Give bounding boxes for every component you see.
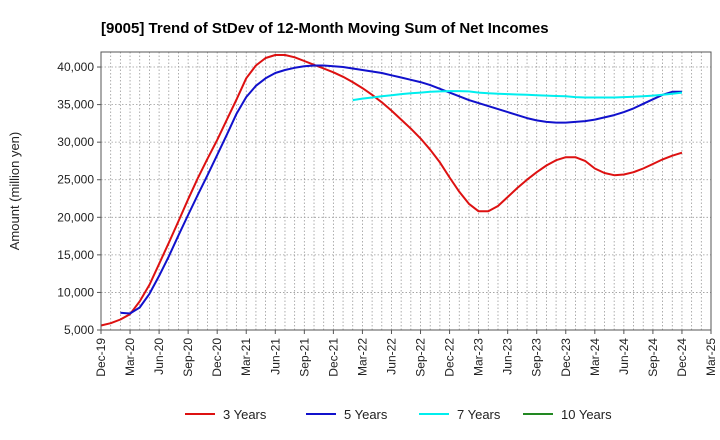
x-tick-label: Dec-22 [443,338,457,377]
legend-label: 3 Years [223,407,267,422]
x-tick-label: Jun-20 [152,338,166,375]
legend-label: 5 Years [344,407,388,422]
y-tick-label: 25,000 [57,173,94,187]
y-tick-label: 20,000 [57,210,94,224]
x-tick-label: Sep-22 [414,338,428,377]
x-tick-label: Dec-24 [675,338,689,377]
x-tick-label: Sep-20 [181,338,195,377]
grid [101,52,711,330]
x-tick-label: Dec-20 [210,338,224,377]
y-tick-label: 10,000 [57,285,94,299]
x-tick-label: Dec-19 [94,338,108,377]
y-tick-label: 15,000 [57,248,94,262]
series-line-2 [352,90,683,102]
chart-title: [9005] Trend of StDev of 12-Month Moving… [101,20,549,37]
x-tick-label: Jun-21 [268,338,282,375]
x-tick-label: Mar-25 [704,338,718,376]
y-axis: 5,000 10,000 15,000 20,000 25,000 30,000 35,00… [57,60,101,337]
y-tick-label: 35,000 [57,98,94,112]
legend-label: 10 Years [561,407,612,422]
series-line-1 [120,64,682,315]
y-tick-label: 40,000 [57,60,94,74]
x-tick-label: Jun-24 [617,338,631,375]
x-tick-label: Dec-23 [559,338,573,377]
legend-label: 7 Years [457,407,501,422]
plot-frame [100,51,712,331]
x-tick-label: Mar-24 [588,338,602,376]
y-axis-label: Amount (million yen) [7,132,22,251]
x-tick-label: Jun-22 [384,338,398,375]
legend: 3 Years 5 Years 7 Years 10 Years [185,407,612,422]
x-tick-label: Mar-20 [123,338,137,376]
series-line-0 [100,54,683,327]
x-tick-label: Mar-21 [239,338,253,376]
x-tick-label: Jun-23 [501,338,515,375]
plot-lines [100,54,683,327]
x-tick-label: Mar-22 [355,338,369,376]
x-tick-label: Dec-21 [326,338,340,377]
x-tick-label: Sep-24 [646,338,660,377]
x-tick-label: Sep-23 [530,338,544,377]
x-tick-label: Sep-21 [297,338,311,377]
x-axis: Dec-19 Mar-20 Jun-20 Sep-20 Dec-20 Mar-21 Jun-… [94,330,718,377]
y-tick-label: 5,000 [64,323,94,337]
y-tick-label: 30,000 [57,135,94,149]
x-tick-label: Mar-23 [472,338,486,376]
